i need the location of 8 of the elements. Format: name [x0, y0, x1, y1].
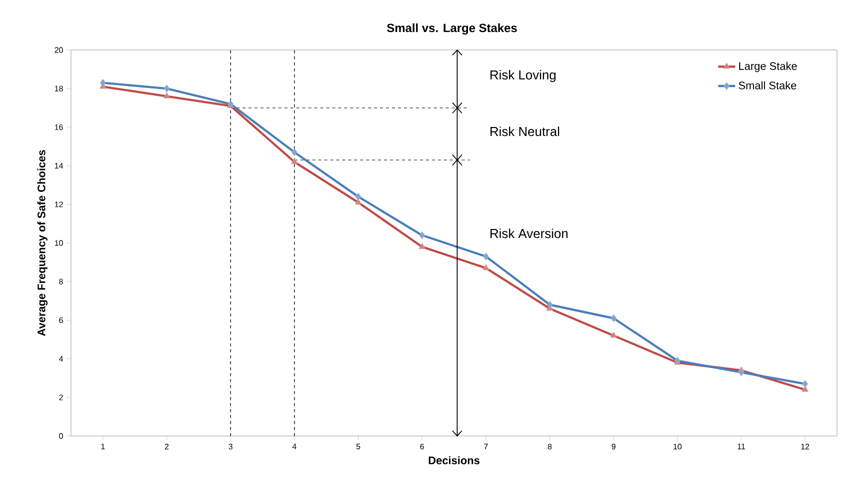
legend-label: Small Stake	[738, 81, 796, 90]
annotation: Risk Aversion	[490, 228, 568, 238]
annotation: Risk Neutral	[490, 126, 560, 136]
x-axis-title: Decisions	[428, 456, 480, 464]
annotation: Risk Loving	[490, 70, 556, 82]
chart-title: Small vs. Large Stakes	[387, 23, 517, 35]
legend-label: Large Stake	[739, 62, 797, 72]
y-axis-title: Average Frequency of Safe Choices	[37, 150, 48, 336]
